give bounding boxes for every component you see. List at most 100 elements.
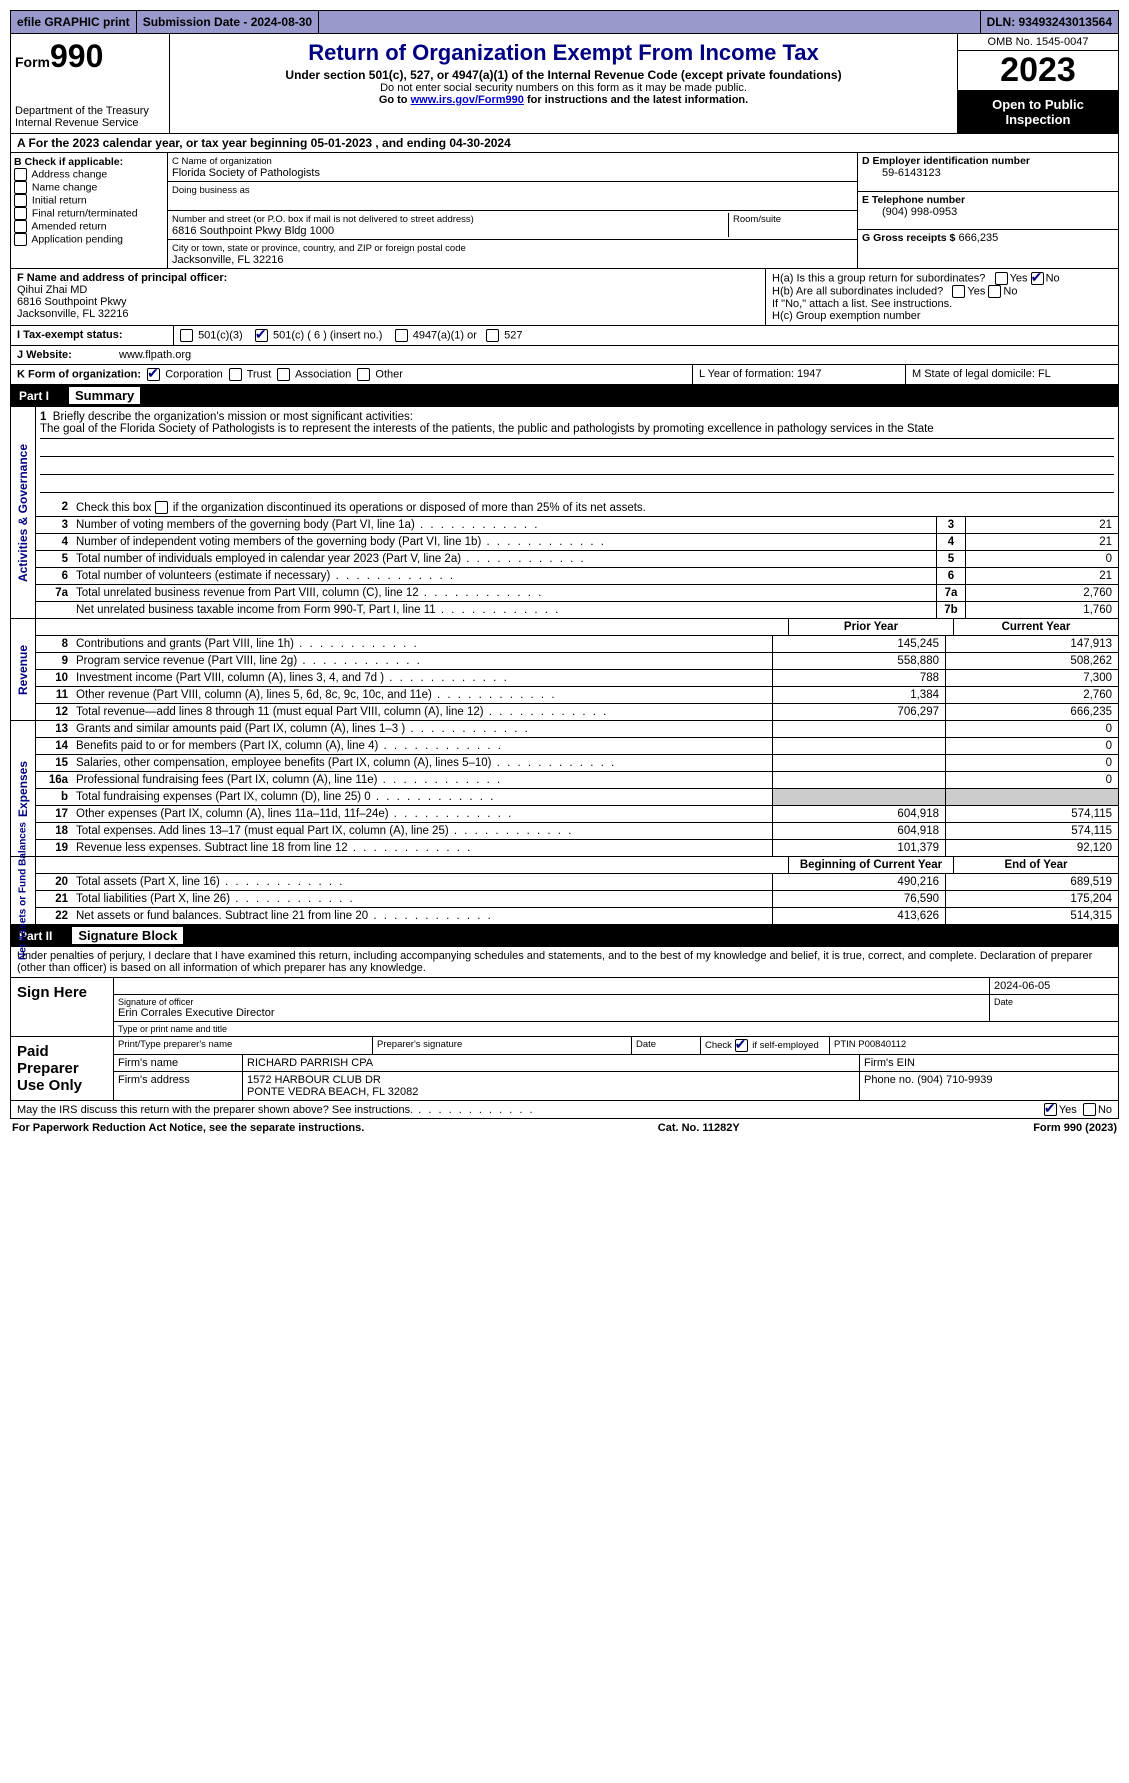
corp-cb[interactable] [147, 368, 160, 381]
dept-treasury: Department of the Treasury Internal Reve… [15, 105, 165, 129]
self-emp-cb[interactable] [735, 1039, 748, 1052]
f-label: F Name and address of principal officer: [17, 272, 227, 284]
b-opt: Name change [14, 181, 164, 194]
trust-cb[interactable] [229, 368, 242, 381]
net-line: 21Total liabilities (Part X, line 26)76,… [36, 891, 1118, 908]
org-addr: 6816 Southpoint Pkwy Bldg 1000 [172, 225, 334, 237]
gross-label: G Gross receipts $ [862, 232, 955, 244]
vlabel-exp: Expenses [16, 760, 30, 816]
top-spacer [319, 11, 980, 33]
exp-line: 17Other expenses (Part IX, column (A), l… [36, 806, 1118, 823]
public-inspection: Open to Public Inspection [958, 91, 1118, 133]
rev-line: 9Program service revenue (Part VIII, lin… [36, 653, 1118, 670]
4947: 4947(a)(1) or [413, 329, 477, 341]
officer-sig: Erin Corrales Executive Director [118, 1007, 275, 1019]
501c: 501(c) ( 6 ) (insert no.) [273, 329, 382, 341]
part1-num: Part I [19, 389, 69, 403]
footer-bar: For Paperwork Reduction Act Notice, see … [10, 1119, 1119, 1137]
netassets-section: Net Assets or Fund Balances Beginning of… [10, 857, 1119, 925]
b-opt-cb[interactable] [14, 181, 27, 194]
line2-cb[interactable] [155, 501, 168, 514]
form-subtitle: Under section 501(c), 527, or 4947(a)(1)… [174, 68, 953, 82]
ha-yes-cb[interactable] [995, 272, 1008, 285]
4947-cb[interactable] [395, 329, 408, 342]
hc-label: H(c) Group exemption number [772, 310, 1112, 322]
gov-line: 7aTotal unrelated business revenue from … [36, 585, 1118, 602]
assoc-cb[interactable] [277, 368, 290, 381]
gross-value: 666,235 [958, 232, 998, 244]
part1-title: Summary [69, 387, 140, 404]
hdr-prior: Prior Year [788, 619, 953, 635]
ein-label: D Employer identification number [862, 155, 1030, 167]
efile-print-button[interactable]: efile GRAPHIC print [11, 11, 137, 33]
gov-line: 6Total number of volunteers (estimate if… [36, 568, 1118, 585]
j-label: J Website: [17, 349, 72, 361]
vlabel-gov: Activities & Governance [16, 443, 30, 581]
part1-header: Part I Summary [10, 385, 1119, 407]
firm-name-label: Firm's name [114, 1055, 243, 1071]
m-state: M State of legal domicile: FL [906, 365, 1118, 384]
city-label: City or town, state or province, country… [172, 243, 466, 254]
gov-line: 3Number of voting members of the governi… [36, 517, 1118, 534]
form-label: Form [15, 54, 50, 70]
firm-city: PONTE VEDRA BEACH, FL 32082 [247, 1086, 418, 1098]
501c-cb[interactable] [255, 329, 268, 342]
discuss-row: May the IRS discuss this return with the… [10, 1101, 1119, 1119]
phone-label: E Telephone number [862, 194, 965, 206]
penalty-text: Under penalties of perjury, I declare th… [11, 947, 1118, 978]
prep-phone-label: Phone no. [864, 1074, 914, 1086]
b-opt-cb[interactable] [14, 220, 27, 233]
b-opt-cb[interactable] [14, 194, 27, 207]
hb-yes-cb[interactable] [952, 285, 965, 298]
firm-addr-label: Firm's address [114, 1072, 243, 1100]
b-opt-cb[interactable] [14, 168, 27, 181]
ssn-note: Do not enter social security numbers on … [174, 82, 953, 94]
officer-name: Qihui Zhai MD [17, 284, 87, 296]
self-emp-text: Check [705, 1040, 735, 1051]
vlabel-net: Net Assets or Fund Balances [18, 821, 29, 959]
ha-no: No [1046, 272, 1060, 284]
firm-name: RICHARD PARRISH CPA [243, 1055, 860, 1071]
exp-line: 15Salaries, other compensation, employee… [36, 755, 1118, 772]
addr-label: Number and street (or P.O. box if mail i… [172, 214, 474, 225]
submission-date: Submission Date - 2024-08-30 [137, 11, 319, 33]
phone-value: (904) 998-0953 [862, 206, 957, 218]
hb-no-cb[interactable] [988, 285, 1001, 298]
mission-text: The goal of the Florida Society of Patho… [40, 423, 1114, 439]
exp-line: 19Revenue less expenses. Subtract line 1… [36, 840, 1118, 856]
net-line: 22Net assets or fund balances. Subtract … [36, 908, 1118, 924]
gov-line: 5Total number of individuals employed in… [36, 551, 1118, 568]
b-opt-cb[interactable] [14, 233, 27, 246]
org-name: Florida Society of Pathologists [172, 167, 320, 179]
sign-date: 2024-06-05 [990, 978, 1118, 994]
exp-line: 18Total expenses. Add lines 13–17 (must … [36, 823, 1118, 840]
hb-yes: Yes [967, 285, 985, 297]
omb-number: OMB No. 1545-0047 [958, 34, 1118, 51]
net-line: 20Total assets (Part X, line 16)490,2166… [36, 874, 1118, 891]
gov-line: Net unrelated business taxable income fr… [36, 602, 1118, 618]
l-year: L Year of formation: 1947 [693, 365, 906, 384]
header-right: OMB No. 1545-0047 2023 Open to Public In… [957, 34, 1118, 133]
discuss-yes-cb[interactable] [1044, 1103, 1057, 1116]
ha-no-cb[interactable] [1031, 272, 1044, 285]
vlabel-rev: Revenue [16, 644, 30, 694]
irs-link[interactable]: www.irs.gov/Form990 [411, 94, 524, 106]
form-number: 990 [50, 38, 103, 74]
hb-label: H(b) Are all subordinates included? [772, 285, 943, 297]
goto-post: for instructions and the latest informat… [524, 94, 748, 106]
b-opt: Final return/terminated [14, 207, 164, 220]
rev-line: 11Other revenue (Part VIII, column (A), … [36, 687, 1118, 704]
b-opt: Amended return [14, 220, 164, 233]
b-opt: Application pending [14, 233, 164, 246]
f-officer: F Name and address of principal officer:… [11, 269, 765, 325]
k-corp: Corporation [165, 368, 222, 380]
org-city: Jacksonville, FL 32216 [172, 254, 284, 266]
other-cb[interactable] [357, 368, 370, 381]
501c3-cb[interactable] [180, 329, 193, 342]
discuss-no-cb[interactable] [1083, 1103, 1096, 1116]
527-cb[interactable] [486, 329, 499, 342]
row-a-calendar: A For the 2023 calendar year, or tax yea… [10, 134, 1119, 153]
b-opt-cb[interactable] [14, 207, 27, 220]
type-label: Type or print name and title [114, 1022, 1118, 1036]
header-left: Form990 Department of the Treasury Inter… [11, 34, 170, 133]
